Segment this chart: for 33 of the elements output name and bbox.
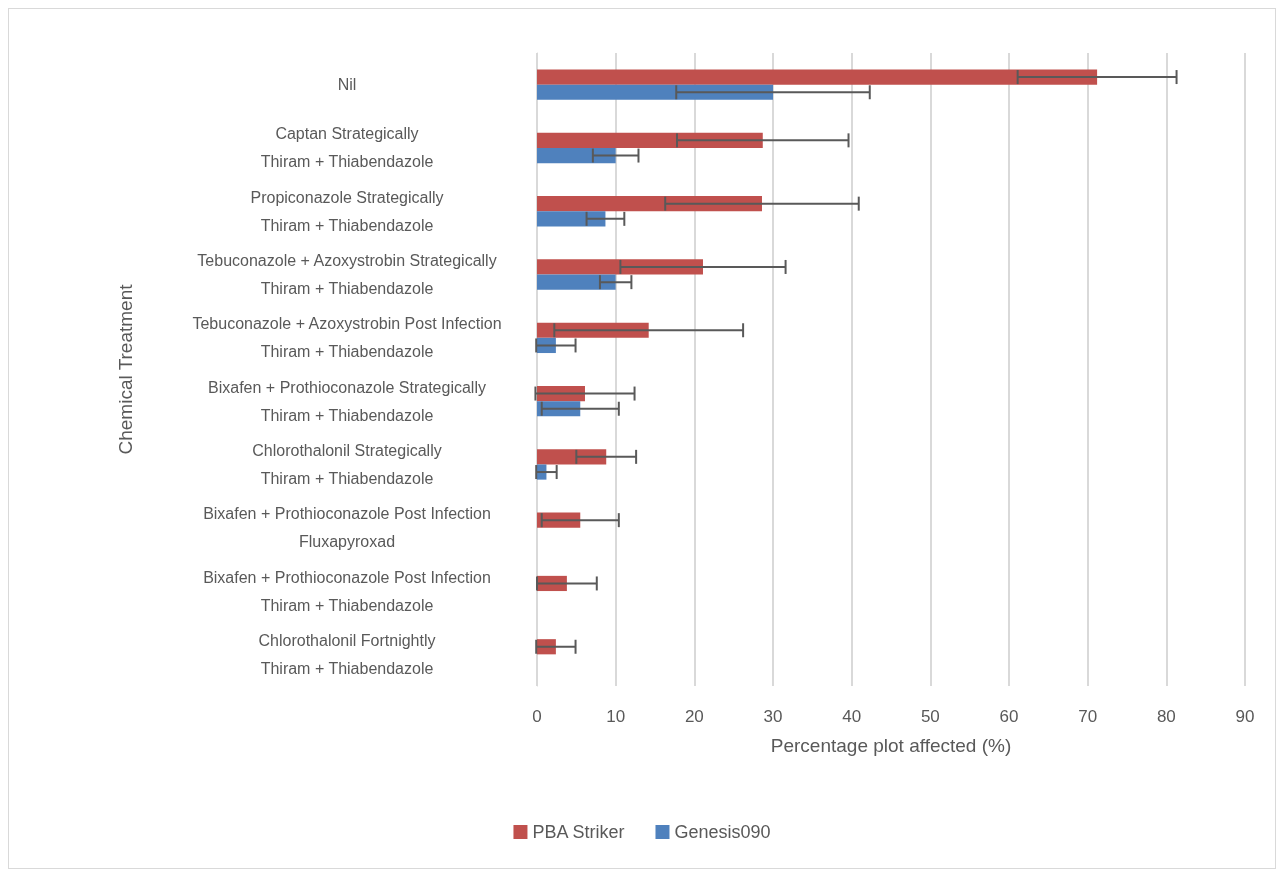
y-tick-label: Captan Strategically Thiram + Thiabendazole: [260, 125, 434, 171]
bar: [537, 259, 703, 275]
y-axis-title: Chemical Treatment: [115, 283, 136, 455]
x-tick-label: 70: [1078, 707, 1098, 726]
x-tick-label: 40: [842, 707, 862, 726]
bar: [537, 449, 607, 465]
bar: [537, 84, 773, 100]
x-tick-label: 10: [606, 707, 626, 726]
legend-label: Genesis090: [674, 822, 771, 842]
y-tick-label: Tebuconazole + Azoxystrobin Strategically Thiram + Thiabendazole: [197, 252, 497, 298]
x-tick-label: 30: [763, 707, 783, 726]
bar: [537, 211, 606, 227]
bar: [537, 132, 763, 148]
y-tick-label: Chlorothalonil Strategically Thiram + Thiabendazole: [252, 441, 442, 487]
bar: [537, 69, 1098, 85]
x-tick-label: 90: [1235, 707, 1255, 726]
y-tick-label: Bixafen + Prothioconazole Post Infection Fluxapyroxad: [203, 505, 491, 551]
y-tick-label: Chlorothalonil Fortnightly Thiram + Thiabendazole: [258, 631, 436, 677]
y-tick-label: Propiconazole Strategically Thiram + Thiabendazole: [250, 188, 444, 234]
y-tick-label: Nil: [337, 76, 357, 94]
legend-label: PBA Striker: [532, 822, 625, 842]
y-tick-label: Bixafen + Prothioconazole Strategically Thiram + Thiabendazole: [208, 378, 486, 424]
x-tick-label: 0: [532, 707, 542, 726]
y-tick-label: Bixafen + Prothioconazole Post Infection Thiram + Thiabendazole: [203, 568, 491, 614]
x-axis-title: Percentage plot affected (%): [770, 735, 1012, 756]
x-tick-label: 20: [684, 707, 704, 726]
x-tick-label: 50: [920, 707, 940, 726]
bar: [537, 147, 616, 164]
x-tick-label: 80: [1156, 707, 1176, 726]
y-tick-label: Tebuconazole + Azoxystrobin Post Infection Thiram + Thiabendazole: [192, 315, 502, 361]
x-tick-label: 60: [999, 707, 1019, 726]
bar: [537, 274, 616, 290]
bar: [537, 196, 762, 212]
